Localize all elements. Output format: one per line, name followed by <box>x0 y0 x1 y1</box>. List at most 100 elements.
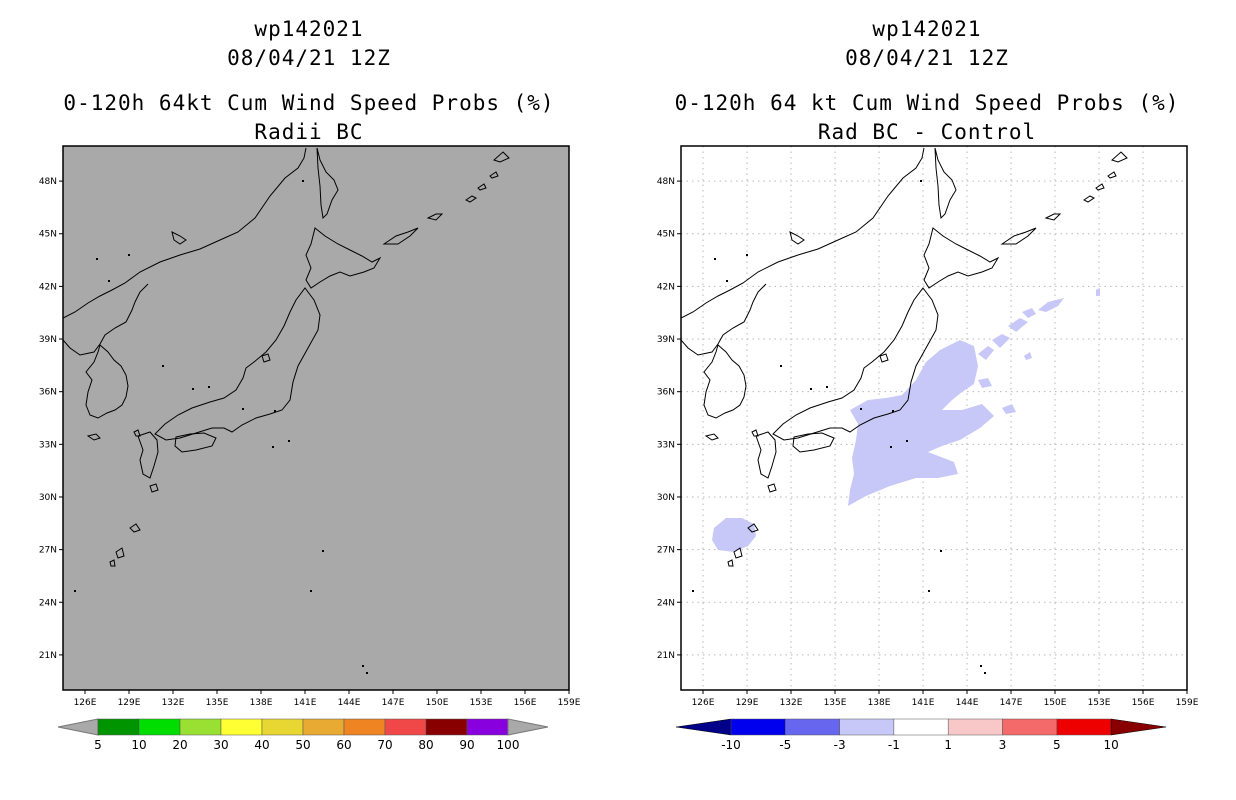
island-outline <box>109 559 116 567</box>
datetime-title: 08/04/21 12Z <box>845 46 1009 70</box>
colorbar-label: -5 <box>779 738 791 752</box>
map-content <box>63 147 510 674</box>
island-outline <box>767 483 777 493</box>
probability-difference-area <box>712 518 756 552</box>
small-island <box>906 440 908 442</box>
island-outline <box>382 227 419 245</box>
coastline-kamchatkaTip <box>1111 151 1128 163</box>
probability-difference-area <box>1022 308 1036 318</box>
lon-tick-label: 132E <box>780 698 803 708</box>
lat-tick-label: 33N <box>39 440 57 450</box>
map-frame <box>62 145 570 691</box>
colorbar-label: 50 <box>295 738 310 752</box>
map-background <box>63 146 569 690</box>
island-outline <box>704 433 719 441</box>
colorbar-swatch <box>97 718 140 736</box>
map-content <box>681 146 1187 690</box>
island-outline <box>149 483 159 493</box>
colorbar-label: 100 <box>497 738 520 752</box>
colorbar-swatch <box>1056 718 1112 736</box>
probability-difference-area <box>992 334 1010 348</box>
lon-tick-label: 156E <box>1132 698 1155 708</box>
small-island <box>890 446 892 448</box>
colorbar-high-arrow <box>1110 718 1167 736</box>
coastline-shikoku <box>792 432 835 453</box>
lon-tick-label: 144E <box>338 698 361 708</box>
map-frame <box>680 145 1188 691</box>
probability-difference-area <box>1002 404 1016 414</box>
small-island <box>288 440 290 442</box>
small-island <box>692 590 694 592</box>
island-outline <box>751 429 759 437</box>
lat-tick-label: 39N <box>657 335 675 345</box>
lon-tick-label: 138E <box>868 698 891 708</box>
island-outline <box>115 547 125 559</box>
lon-tick-label: 159E <box>1176 698 1199 708</box>
island-outline <box>733 547 743 559</box>
coastline-kyushu <box>137 431 159 479</box>
lon-tick-label: 135E <box>206 698 229 708</box>
small-island <box>920 180 922 182</box>
probability-difference-area <box>1008 318 1028 332</box>
colorbar-label: 5 <box>94 738 102 752</box>
coastline-korea <box>703 344 747 419</box>
small-island <box>928 590 930 592</box>
probability-difference-area <box>1096 288 1100 296</box>
coastline-korea <box>85 344 129 419</box>
coastline-mainland <box>63 147 307 319</box>
colorbar-label: 30 <box>213 738 228 752</box>
small-island <box>366 672 368 674</box>
island-outline <box>789 231 805 245</box>
colorbar-label: 20 <box>172 738 187 752</box>
lat-tick-label: 42N <box>39 282 57 292</box>
colorbar-swatch <box>425 718 468 736</box>
colorbar-label: -1 <box>888 738 900 752</box>
lon-tick-label: 159E <box>558 698 581 708</box>
colorbar-label: 10 <box>131 738 146 752</box>
small-island <box>96 258 98 260</box>
small-island <box>826 386 828 388</box>
island-outline <box>129 523 141 533</box>
lon-tick-label: 135E <box>824 698 847 708</box>
subtitle: Radii BC <box>254 120 364 144</box>
lat-tick-label: 36N <box>39 388 57 398</box>
small-island <box>780 365 782 367</box>
small-island <box>74 590 76 592</box>
colorbar-swatch <box>839 718 895 736</box>
probability-difference-area <box>978 346 994 360</box>
coastline-kamchatkaTip <box>493 151 510 163</box>
lon-tick-label: 147E <box>382 698 405 708</box>
coastline-honshu <box>154 287 321 441</box>
colorbar-label: -10 <box>721 738 741 752</box>
small-island <box>302 180 304 182</box>
lon-tick-label: 141E <box>294 698 317 708</box>
small-island <box>242 408 244 410</box>
lon-tick-label: 147E <box>1000 698 1023 708</box>
lat-tick-label: 33N <box>657 440 675 450</box>
colorbar-swatch <box>138 718 181 736</box>
island-outline <box>86 433 101 441</box>
panel-rad-bc-control: wp142021 08/04/21 12Z 0-120h 64 kt Cum W… <box>618 0 1236 800</box>
lat-tick-label: 27N <box>39 546 57 556</box>
map-rad-bc-control: 126E 129E 132E 135E 138E 141E 144E 147E 150E 153E… <box>657 145 1199 752</box>
small-island <box>714 258 716 260</box>
subtitle: Rad BC - Control <box>817 120 1037 144</box>
coastline-sakhalin <box>316 147 339 220</box>
small-island <box>984 672 986 674</box>
product-title: 0-120h 64kt Cum Wind Speed Probs (%) <box>63 91 555 115</box>
island-outline <box>1044 213 1062 221</box>
lat-tick-label: 21N <box>39 651 57 661</box>
colorbar-label: 60 <box>336 738 351 752</box>
colorbar-swatch <box>302 718 345 736</box>
colorbar-swatch <box>947 718 1003 736</box>
coastline-sakhalin <box>934 147 957 220</box>
island-outline <box>1083 195 1095 203</box>
lat-tick-label: 36N <box>657 388 675 398</box>
small-island <box>274 410 276 412</box>
datetime-title: 08/04/21 12Z <box>227 46 391 70</box>
coastline-shikoku <box>174 432 217 453</box>
colorbar-label: 80 <box>418 738 433 752</box>
colorbar-low-arrow <box>57 718 99 736</box>
storm-id-title: wp142021 <box>872 17 982 41</box>
colorbar-swatch <box>466 718 509 736</box>
